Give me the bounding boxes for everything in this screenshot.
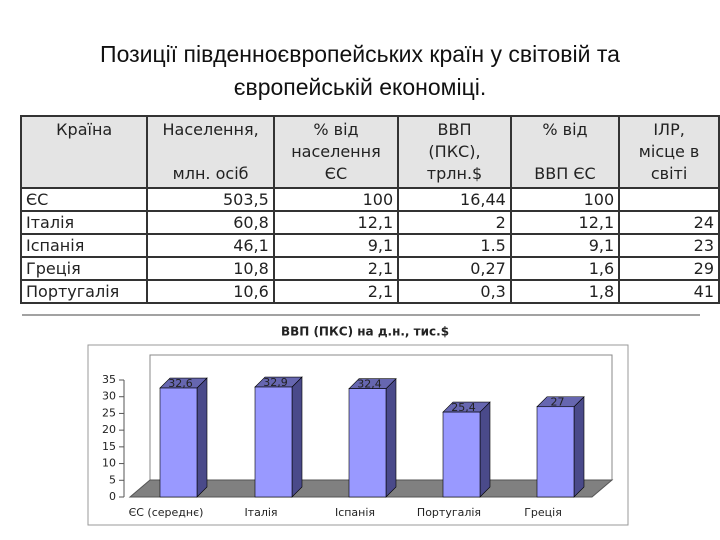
table-cell: 100 bbox=[272, 187, 400, 212]
table-cell: 41 bbox=[618, 279, 720, 304]
table-cell: 9,1 bbox=[272, 233, 400, 258]
table-cell: 1,6 bbox=[509, 256, 621, 281]
table-cell: 23 bbox=[618, 233, 720, 258]
chart-frame bbox=[87, 344, 629, 526]
table-cell: 9,1 bbox=[509, 233, 621, 258]
table-row: Португалія 10,6 2,1 0,3 1,8 41 bbox=[19, 279, 720, 304]
header-text: (ПКС), bbox=[428, 142, 481, 161]
x-tick-label: Іспанія bbox=[335, 506, 375, 519]
bar-side bbox=[291, 376, 303, 498]
table-cell: 29 bbox=[618, 256, 720, 281]
table-cell: 16,44 bbox=[397, 187, 512, 212]
table-cell: 1,8 bbox=[509, 279, 621, 304]
x-tick-label: Італія bbox=[244, 506, 277, 519]
table-cell: Португалія bbox=[19, 279, 149, 304]
x-tick-label: ЄС (середнє) bbox=[129, 506, 204, 519]
header-cell: % від ВВП ЄС bbox=[509, 115, 621, 189]
bar-side bbox=[573, 396, 585, 498]
y-tick-label: 20 bbox=[102, 423, 116, 436]
table-cell: 12,1 bbox=[509, 210, 621, 235]
table-cell bbox=[618, 187, 720, 212]
table-row: ЄС 503,5 100 16,44 100 bbox=[19, 187, 720, 212]
table-cell: 0,3 bbox=[397, 279, 512, 304]
table-cell: 46,1 bbox=[146, 233, 275, 258]
y-tick-label: 25 bbox=[102, 406, 116, 419]
header-text: Населення, bbox=[162, 120, 259, 139]
table-cell: Греція bbox=[19, 256, 149, 281]
header-cell: % від населення ЄС bbox=[272, 115, 400, 189]
table-cell: 100 bbox=[509, 187, 621, 212]
y-tick-label: 35 bbox=[102, 373, 116, 386]
header-cell: Населення, млн. осіб bbox=[146, 115, 275, 189]
header-cell: ІЛР, місце в світі bbox=[618, 115, 720, 189]
bar-side bbox=[196, 377, 208, 498]
table-cell: 12,1 bbox=[272, 210, 400, 235]
bar bbox=[536, 406, 575, 498]
table-cell: 0,27 bbox=[397, 256, 512, 281]
table-cell: 2,1 bbox=[272, 256, 400, 281]
slide-title: Позиції південноєвропейських країн у сві… bbox=[20, 38, 700, 104]
table-cell: ЄС bbox=[19, 187, 149, 212]
y-tick-label: 5 bbox=[109, 473, 116, 486]
table-cell: Іспанія bbox=[19, 233, 149, 258]
title-line: європейській економіці. bbox=[233, 74, 487, 100]
table-cell: 2 bbox=[397, 210, 512, 235]
table-row: Греція 10,8 2,1 0,27 1,6 29 bbox=[19, 256, 720, 281]
x-tick-label: Португалія bbox=[417, 506, 481, 519]
y-tick-label: 0 bbox=[109, 490, 116, 503]
table-cell: 10,8 bbox=[146, 256, 275, 281]
header-cell: ВВП (ПКС), трлн.$ bbox=[397, 115, 512, 189]
header-text: Країна bbox=[56, 120, 113, 139]
header-text: ІЛР, bbox=[653, 120, 685, 139]
value-label: 27 bbox=[551, 396, 565, 409]
table-cell: Італія bbox=[19, 210, 149, 235]
table-cell: 503,5 bbox=[146, 187, 275, 212]
header-text: % від bbox=[313, 120, 359, 139]
bar-side bbox=[385, 377, 397, 498]
bar bbox=[442, 411, 481, 498]
header-text: % від bbox=[542, 120, 588, 139]
header-text: млн. осіб bbox=[172, 164, 249, 183]
header-text: трлн.$ bbox=[426, 164, 483, 183]
y-tick-label: 15 bbox=[102, 440, 116, 453]
header-text: світі bbox=[650, 164, 688, 183]
table-cell: 60,8 bbox=[146, 210, 275, 235]
header-text: місце в bbox=[638, 142, 700, 161]
table-row: Італія 60,8 12,1 2 12,1 24 bbox=[19, 210, 720, 235]
value-label: 32,4 bbox=[357, 378, 382, 391]
header-cell: Країна bbox=[19, 115, 149, 189]
bar bbox=[159, 387, 198, 498]
header-text: населення bbox=[291, 142, 381, 161]
header-text: ВВП ЄС bbox=[534, 164, 596, 183]
value-label: 32,9 bbox=[263, 376, 288, 389]
x-tick-label: Греція bbox=[524, 506, 562, 519]
value-label: 32,6 bbox=[168, 377, 193, 390]
header-text: ЄС bbox=[324, 164, 348, 183]
chart-title: ВВП (ПКС) на д.н., тис.$ bbox=[281, 325, 449, 339]
value-label: 25,4 bbox=[451, 401, 476, 414]
title-line: Позиції південноєвропейських країн у сві… bbox=[100, 41, 620, 67]
y-tick-label: 30 bbox=[102, 390, 116, 403]
table-cell: 24 bbox=[618, 210, 720, 235]
table: Країна Населення, млн. осіб % від населення Є… bbox=[19, 115, 720, 304]
table-cell: 10,6 bbox=[146, 279, 275, 304]
y-tick-label: 10 bbox=[102, 457, 116, 470]
header-text: ВВП bbox=[437, 120, 472, 139]
bar bbox=[254, 386, 293, 498]
table-cell: 1.5 bbox=[397, 233, 512, 258]
bar bbox=[348, 388, 387, 498]
bar-side bbox=[479, 401, 491, 498]
table-cell: 2,1 bbox=[272, 279, 400, 304]
table-row: Іспанія 46,1 9,1 1.5 9,1 23 bbox=[19, 233, 720, 258]
